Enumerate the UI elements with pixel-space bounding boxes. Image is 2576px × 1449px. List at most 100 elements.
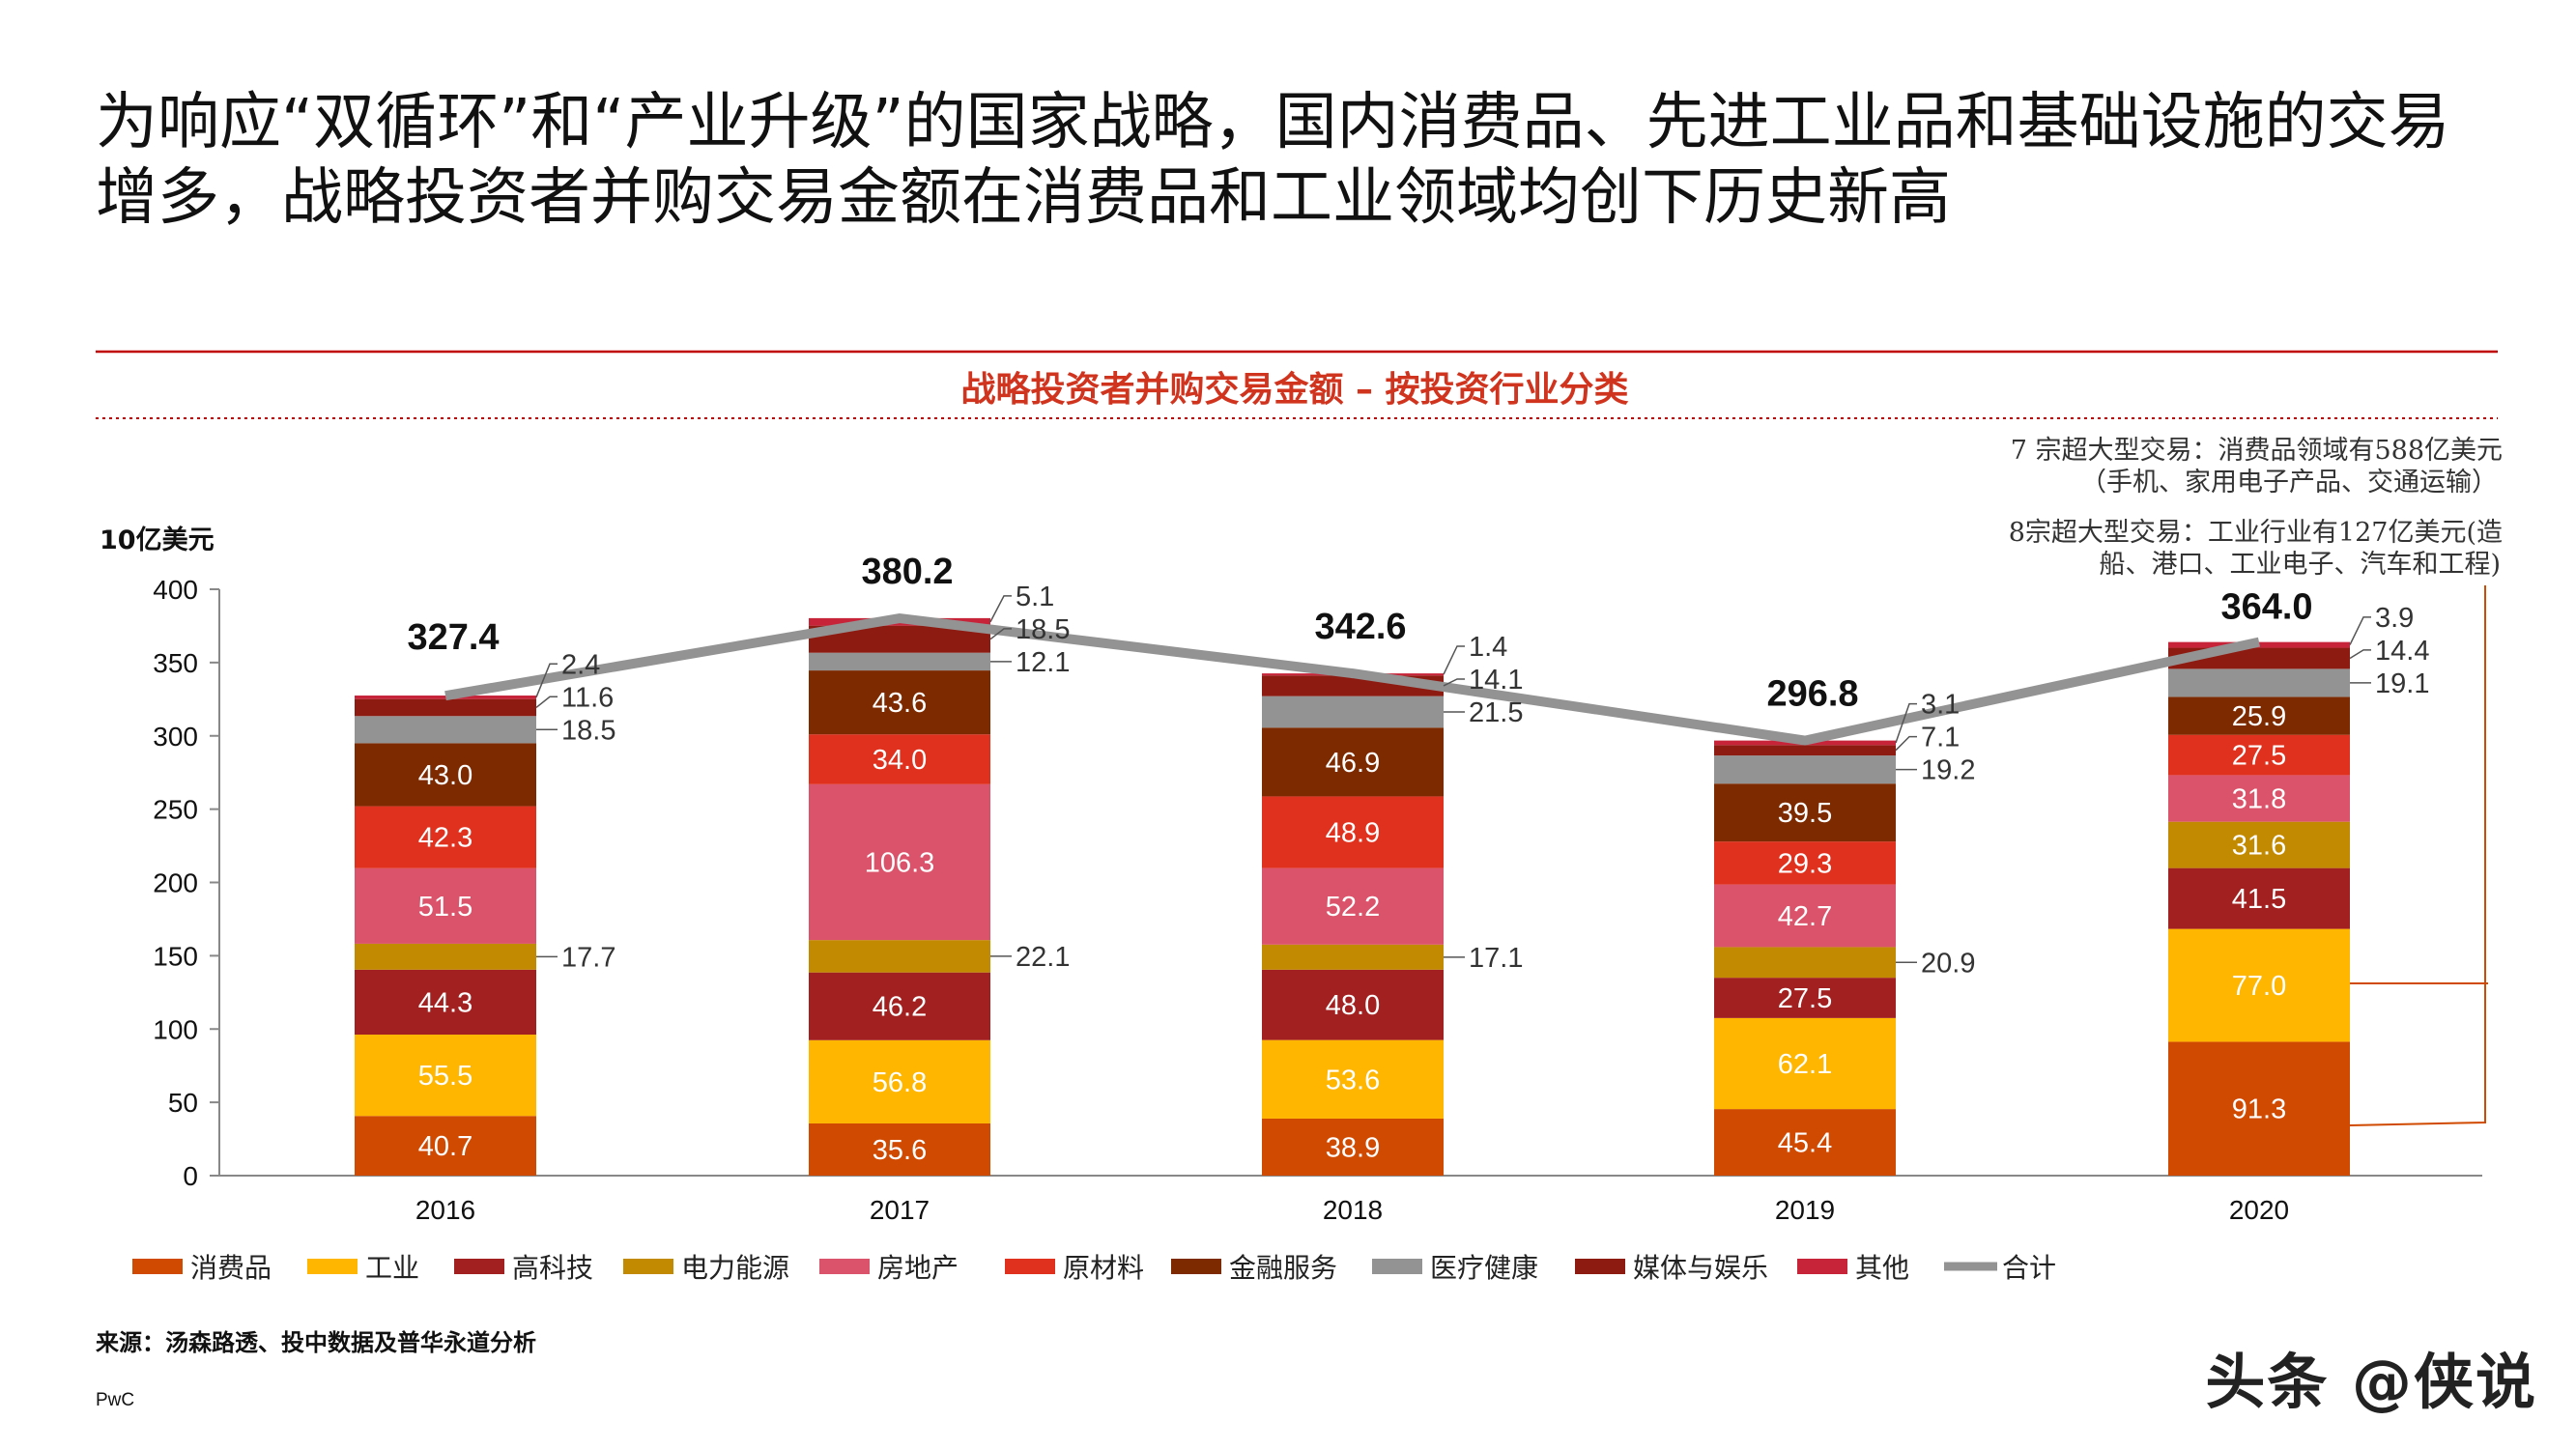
y-tick-label: 200 bbox=[153, 868, 198, 898]
data-label: 19.1 bbox=[2375, 668, 2429, 699]
data-label: 14.4 bbox=[2375, 636, 2429, 667]
label-leader-line bbox=[2349, 649, 2371, 660]
data-label: 5.1 bbox=[1016, 582, 1054, 612]
data-label: 77.0 bbox=[2232, 971, 2286, 1002]
data-label: 42.3 bbox=[418, 823, 472, 854]
bar-segment bbox=[2168, 821, 2350, 868]
data-label: 46.2 bbox=[873, 992, 927, 1023]
data-label: 35.6 bbox=[873, 1135, 927, 1166]
bar-segment bbox=[355, 696, 536, 699]
annotation-industrial: 8宗超大型交易：工业行业有127亿美元(造 bbox=[2009, 518, 2503, 548]
bar-segment bbox=[2168, 775, 2350, 822]
bar-segment bbox=[2168, 696, 2350, 735]
total-label: 342.6 bbox=[1314, 607, 1406, 647]
bar-segment bbox=[1262, 1118, 1444, 1176]
data-label: 17.7 bbox=[561, 942, 615, 973]
bar-segment bbox=[1714, 783, 1896, 842]
bar-segment bbox=[809, 670, 990, 735]
annotation-consumer: 7 宗超大型交易：消费品领域有588亿美元 bbox=[2011, 436, 2503, 466]
legend-label: 媒体与娱乐 bbox=[1633, 1252, 1768, 1284]
annotation-consumer-detail: （手机、家用电子产品、交通运输） bbox=[2080, 468, 2498, 497]
bar-segment bbox=[1714, 884, 1896, 948]
data-label: 14.1 bbox=[1469, 665, 1523, 696]
label-leader-line bbox=[1895, 735, 1917, 752]
y-tick-label: 50 bbox=[168, 1088, 198, 1118]
bar-segment bbox=[1714, 755, 1896, 784]
bar-segment bbox=[1714, 1109, 1896, 1176]
bar-segment bbox=[355, 943, 536, 970]
data-label: 18.5 bbox=[561, 715, 615, 746]
y-tick-label: 350 bbox=[153, 648, 198, 678]
data-label: 34.0 bbox=[873, 745, 927, 776]
bar-segment bbox=[355, 743, 536, 807]
data-label: 38.9 bbox=[1326, 1132, 1380, 1163]
bar-segment bbox=[809, 972, 990, 1040]
legend-label: 金融服务 bbox=[1229, 1252, 1337, 1284]
data-label: 46.9 bbox=[1326, 748, 1380, 779]
label-leader-line bbox=[2349, 616, 2371, 645]
legend-label: 工业 bbox=[365, 1252, 419, 1284]
data-label: 40.7 bbox=[418, 1131, 472, 1162]
total-label: 364.0 bbox=[2220, 587, 2312, 628]
x-tick-label: 2016 bbox=[415, 1195, 475, 1225]
legend-label: 高科技 bbox=[512, 1252, 593, 1284]
bar-segment bbox=[1262, 727, 1444, 797]
legend-swatch bbox=[1171, 1259, 1221, 1274]
bar-segment bbox=[1714, 745, 1896, 756]
y-axis-label: 10亿美元 bbox=[100, 525, 215, 555]
bar-segment bbox=[355, 1035, 536, 1117]
legend-swatch bbox=[454, 1259, 504, 1274]
data-label: 52.2 bbox=[1326, 892, 1380, 923]
label-leader-line bbox=[535, 663, 558, 698]
data-label: 51.5 bbox=[418, 892, 472, 923]
data-label: 29.3 bbox=[1778, 848, 1832, 879]
data-label: 44.3 bbox=[418, 987, 472, 1018]
x-tick-label: 2017 bbox=[870, 1195, 930, 1225]
legend-label: 消费品 bbox=[190, 1252, 272, 1284]
legend-swatch bbox=[1005, 1259, 1055, 1274]
footer-brand: PwC bbox=[96, 1390, 134, 1410]
y-tick-label: 300 bbox=[153, 722, 198, 752]
bar-segment bbox=[355, 969, 536, 1036]
bar-segment bbox=[1714, 841, 1896, 885]
data-label: 19.2 bbox=[1921, 755, 1975, 786]
bar-segment bbox=[2168, 734, 2350, 776]
y-tick-label: 0 bbox=[183, 1161, 198, 1191]
legend-swatch bbox=[1372, 1259, 1422, 1274]
legend-label: 医疗健康 bbox=[1430, 1252, 1538, 1284]
bar-segment bbox=[1714, 947, 1896, 979]
y-tick-label: 400 bbox=[153, 575, 198, 605]
data-label: 106.3 bbox=[865, 847, 935, 878]
x-tick-label: 2020 bbox=[2229, 1195, 2289, 1225]
data-label: 18.5 bbox=[1016, 614, 1070, 645]
label-leader-line bbox=[1443, 645, 1465, 675]
data-label: 31.6 bbox=[2232, 831, 2286, 862]
label-leader-line bbox=[989, 628, 1012, 640]
legend-swatch bbox=[623, 1259, 673, 1274]
bar-segment bbox=[809, 1122, 990, 1176]
data-label: 41.5 bbox=[2232, 884, 2286, 915]
legend-swatch bbox=[1575, 1259, 1625, 1274]
data-label: 31.8 bbox=[2232, 784, 2286, 815]
data-label: 25.9 bbox=[2232, 701, 2286, 732]
legend-swatch bbox=[132, 1259, 183, 1274]
label-leader-line bbox=[535, 696, 558, 709]
total-line bbox=[444, 612, 2261, 746]
x-tick-label: 2018 bbox=[1323, 1195, 1383, 1225]
data-label: 12.1 bbox=[1016, 647, 1070, 678]
y-tick-label: 250 bbox=[153, 795, 198, 825]
bar-segment bbox=[355, 716, 536, 744]
legend-label: 原材料 bbox=[1063, 1252, 1144, 1284]
y-tick-label: 150 bbox=[153, 941, 198, 971]
x-tick-label: 2019 bbox=[1775, 1195, 1835, 1225]
data-label: 42.7 bbox=[1778, 901, 1832, 932]
legend-label: 房地产 bbox=[877, 1252, 959, 1284]
bar-segment bbox=[2168, 668, 2350, 697]
bar-segment bbox=[1262, 796, 1444, 868]
bar-segment bbox=[1714, 1017, 1896, 1110]
data-label: 3.9 bbox=[2375, 603, 2414, 634]
watermark: 头条 @侠说 bbox=[2205, 1347, 2537, 1417]
data-label: 43.6 bbox=[873, 688, 927, 719]
legend-swatch bbox=[307, 1259, 358, 1274]
y-tick-label: 100 bbox=[153, 1014, 198, 1044]
